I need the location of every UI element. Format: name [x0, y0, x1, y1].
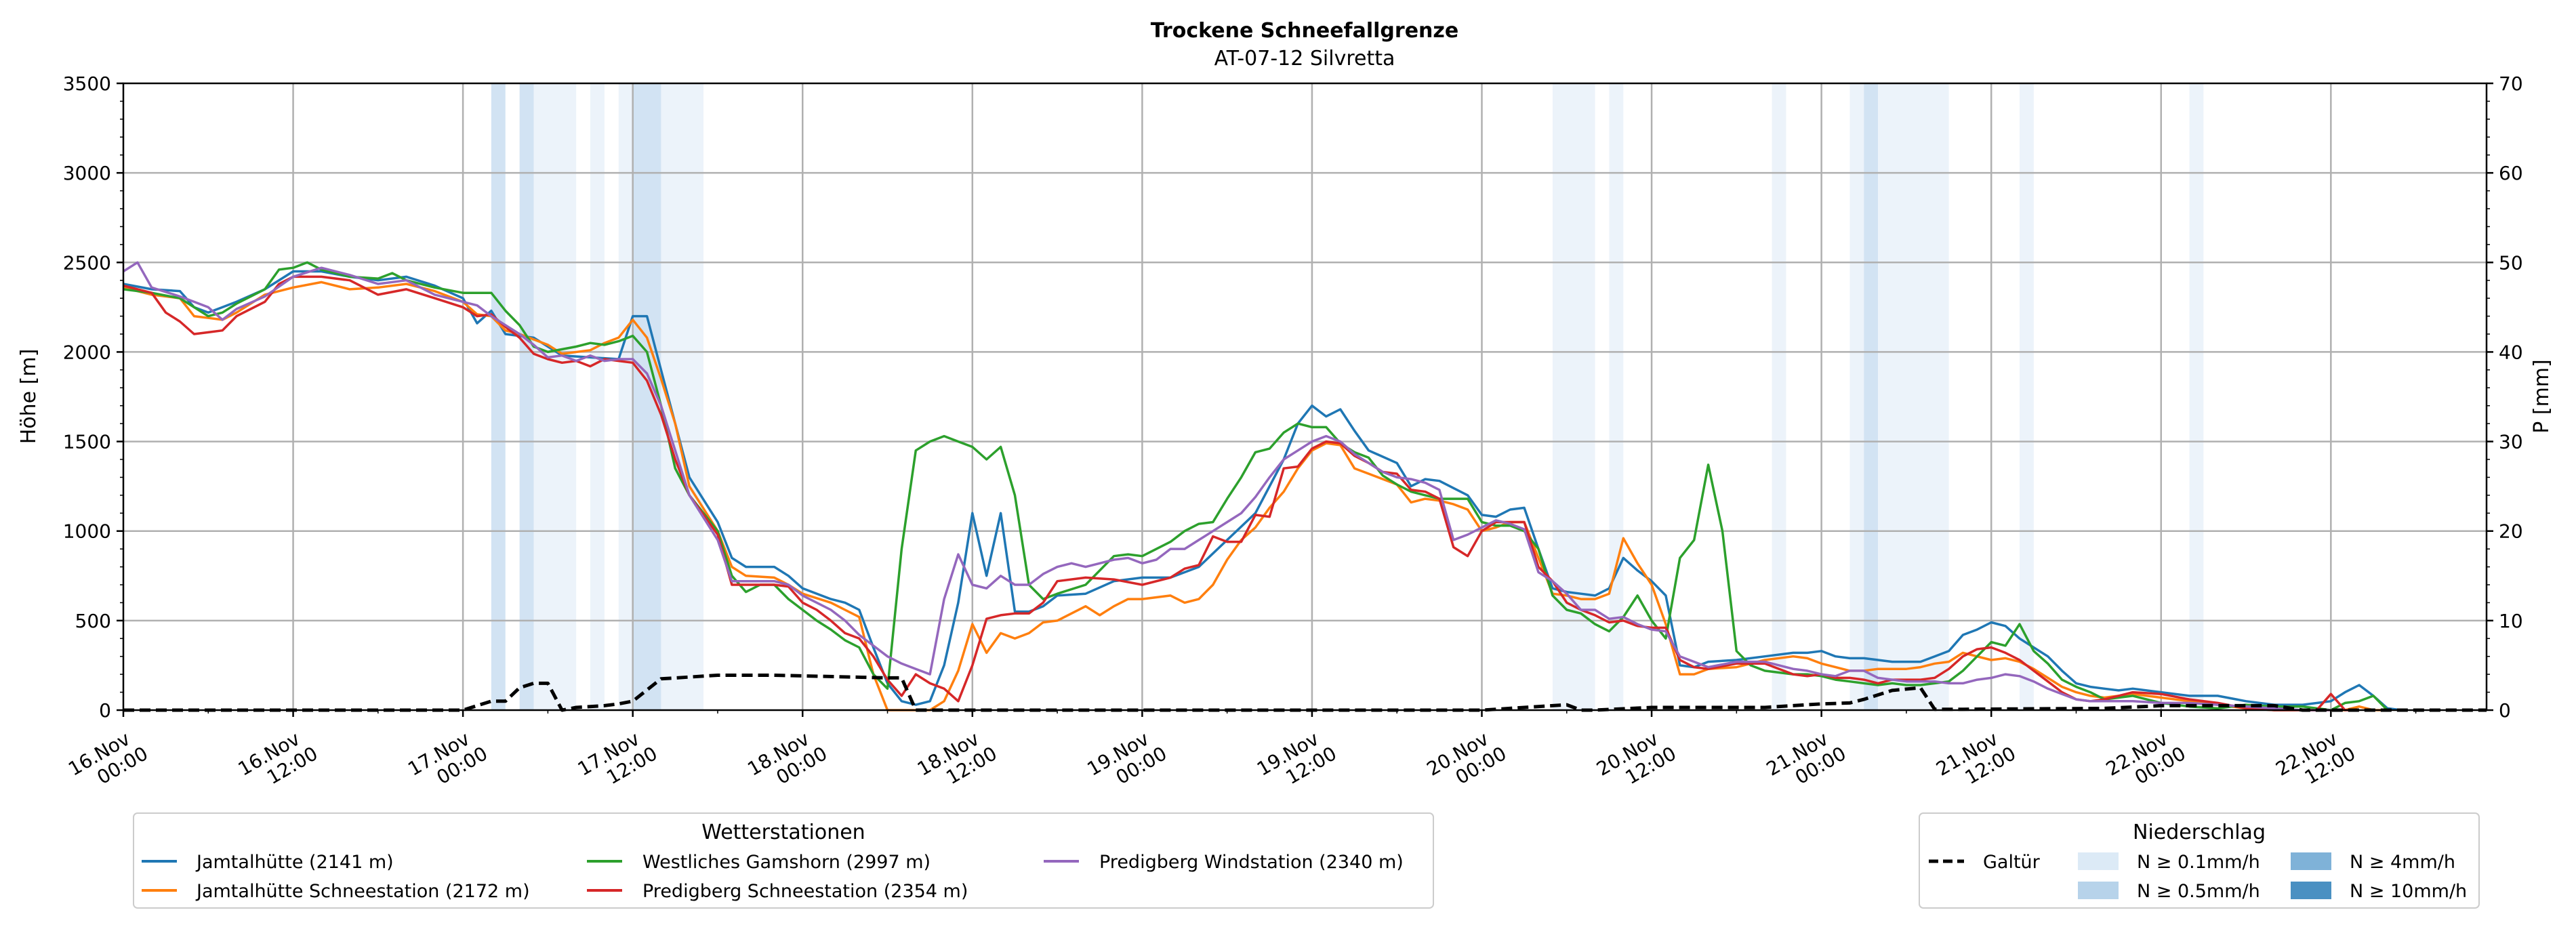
y-tick-label-2000: 2000 [63, 341, 111, 363]
legend-entry-n10: N ≥ 10mm/h [2350, 881, 2467, 902]
chart-subtitle: AT-07-12 Silvretta [1214, 47, 1395, 70]
y-right-tick-label-30: 30 [2499, 431, 2523, 453]
precip-band-3 [590, 83, 605, 710]
legend-stations-box [133, 812, 1434, 909]
legend-swatch-n05 [2078, 882, 2119, 899]
y-tick-label-3000: 3000 [63, 162, 111, 184]
legend-entry-jamtalhuette-schneestation: Jamtalhütte Schneestation (2172 m) [195, 881, 530, 902]
legend-precip: Niederschlag Galtür N ≥ 0.1mm/h N ≥ 0.5m… [1919, 812, 2480, 909]
y-axis-label: Höhe [m] [17, 349, 41, 445]
chart-title: Trockene Schneefallgrenze [1151, 19, 1458, 43]
legend-entry-n01: N ≥ 0.1mm/h [2137, 852, 2260, 873]
legend-entry-predigberg-schneestation: Predigberg Schneestation (2354 m) [642, 881, 968, 902]
legend-swatch-n01 [2078, 852, 2119, 870]
precip-band-4 [618, 83, 633, 710]
y-axis-left-ticks: 0 500 1000 1500 2000 2500 3000 3500 [63, 73, 123, 722]
x-tick-label-12: 22.Nov00:00 [2102, 723, 2190, 799]
y-right-tick-label-70: 70 [2499, 73, 2523, 95]
series-lines [123, 261, 2487, 712]
y-right-tick-label-50: 50 [2499, 251, 2523, 274]
precip-band-14 [2189, 83, 2204, 710]
legend-stations-title: Wetterstationen [701, 821, 865, 844]
y-right-tick-label-40: 40 [2499, 341, 2523, 363]
plot-frame [122, 82, 2488, 711]
y-tick-label-2500: 2500 [63, 251, 111, 274]
y-right-tick-label-60: 60 [2499, 162, 2523, 184]
legend-precip-box [1919, 812, 2480, 909]
precip-band-13 [2019, 83, 2034, 710]
legend-entry-westliches-gamshorn: Westliches Gamshorn (2997 m) [642, 852, 931, 873]
legend-entry-galtuer: Galtür [1983, 852, 2041, 873]
series-line-predigberg-schneestation-2354-m [123, 275, 2360, 711]
y-tick-label-1500: 1500 [63, 431, 111, 453]
precip-band-0 [491, 83, 506, 710]
y-tick-label-500: 500 [75, 610, 111, 632]
legend-entry-n05: N ≥ 0.5mm/h [2137, 881, 2260, 902]
y-right-tick-label-20: 20 [2499, 520, 2523, 543]
y-right-tick-label-0: 0 [2499, 699, 2511, 722]
legend-swatch-n10 [2291, 882, 2331, 899]
y-tick-label-1000: 1000 [63, 520, 111, 543]
legend-swatch-n4 [2291, 852, 2331, 870]
precip-band-2 [533, 83, 577, 710]
series-line-westliches-gamshorn-2997-m [123, 261, 2389, 711]
precipitation-bands [491, 83, 2204, 710]
precip-band-11 [1864, 83, 1879, 710]
grid-lines [123, 83, 2487, 710]
series-line-predigberg-windstation-2340-m [123, 261, 2331, 711]
series-line-galt-r [123, 674, 2487, 712]
y-right-tick-label-10: 10 [2499, 610, 2523, 632]
precip-band-9 [1772, 83, 1786, 710]
precip-band-1 [519, 83, 534, 710]
legend-precip-title: Niederschlag [2133, 821, 2266, 844]
precip-band-10 [1849, 83, 1864, 710]
legend-entry-jamtalhuette: Jamtalhütte (2141 m) [195, 852, 394, 873]
legend-entry-predigberg-windstation: Predigberg Windstation (2340 m) [1099, 852, 1404, 873]
legend-entry-n4: N ≥ 4mm/h [2350, 852, 2455, 873]
y-tick-label-3500: 3500 [63, 73, 111, 95]
y-axis-right-label: P [mm] [2530, 359, 2554, 433]
legend-stations: Wetterstationen Jamtalhütte (2141 m) Jam… [133, 812, 1434, 909]
y-axis-right-ticks: 0 10 20 30 40 50 60 70 [2487, 73, 2523, 722]
y-tick-label-0: 0 [99, 699, 111, 722]
precip-band-7 [1552, 83, 1595, 710]
precip-band-12 [1878, 83, 1949, 710]
